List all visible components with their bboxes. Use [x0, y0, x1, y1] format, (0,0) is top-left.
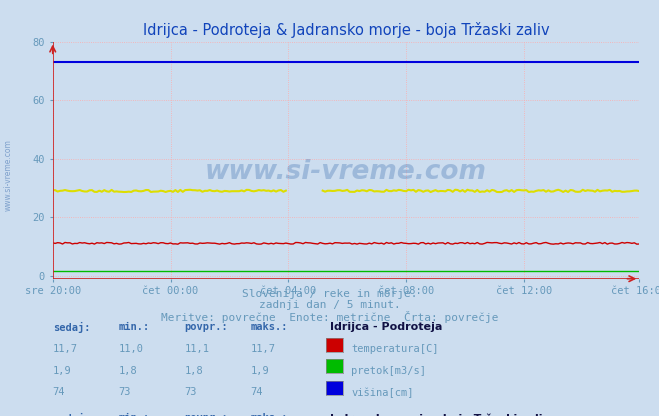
- Text: višina[cm]: višina[cm]: [351, 387, 414, 398]
- Text: maks.:: maks.:: [250, 322, 288, 332]
- Text: temperatura[C]: temperatura[C]: [351, 344, 439, 354]
- Text: Idrijca - Podroteja: Idrijca - Podroteja: [330, 322, 442, 332]
- Text: min.:: min.:: [119, 322, 150, 332]
- Text: Jadransko morje - boja Tržaski zaliv: Jadransko morje - boja Tržaski zaliv: [330, 413, 550, 416]
- Text: 1,9: 1,9: [53, 366, 71, 376]
- Text: 11,7: 11,7: [53, 344, 78, 354]
- Text: 1,8: 1,8: [185, 366, 203, 376]
- Text: zadnji dan / 5 minut.: zadnji dan / 5 minut.: [258, 300, 401, 310]
- Text: Slovenija / reke in morje.: Slovenija / reke in morje.: [242, 289, 417, 299]
- Text: 1,9: 1,9: [250, 366, 269, 376]
- Text: www.si-vreme.com: www.si-vreme.com: [205, 159, 487, 185]
- Text: min.:: min.:: [119, 413, 150, 416]
- Title: Idrijca - Podroteja & Jadransko morje - boja Tržaski zaliv: Idrijca - Podroteja & Jadransko morje - …: [142, 22, 550, 38]
- Text: 73: 73: [119, 387, 131, 397]
- Text: 74: 74: [53, 387, 65, 397]
- Text: www.si-vreme.com: www.si-vreme.com: [3, 139, 13, 210]
- Text: sedaj:: sedaj:: [53, 322, 90, 334]
- Text: povpr.:: povpr.:: [185, 322, 228, 332]
- Text: 73: 73: [185, 387, 197, 397]
- Text: 11,7: 11,7: [250, 344, 275, 354]
- Text: 11,1: 11,1: [185, 344, 210, 354]
- Text: povpr.:: povpr.:: [185, 413, 228, 416]
- Text: Meritve: povrečne  Enote: metrične  Črta: povrečje: Meritve: povrečne Enote: metrične Črta: …: [161, 311, 498, 323]
- Text: maks.:: maks.:: [250, 413, 288, 416]
- Text: 1,8: 1,8: [119, 366, 137, 376]
- Text: pretok[m3/s]: pretok[m3/s]: [351, 366, 426, 376]
- Text: sedaj:: sedaj:: [53, 413, 90, 416]
- Text: 74: 74: [250, 387, 263, 397]
- Text: 11,0: 11,0: [119, 344, 144, 354]
